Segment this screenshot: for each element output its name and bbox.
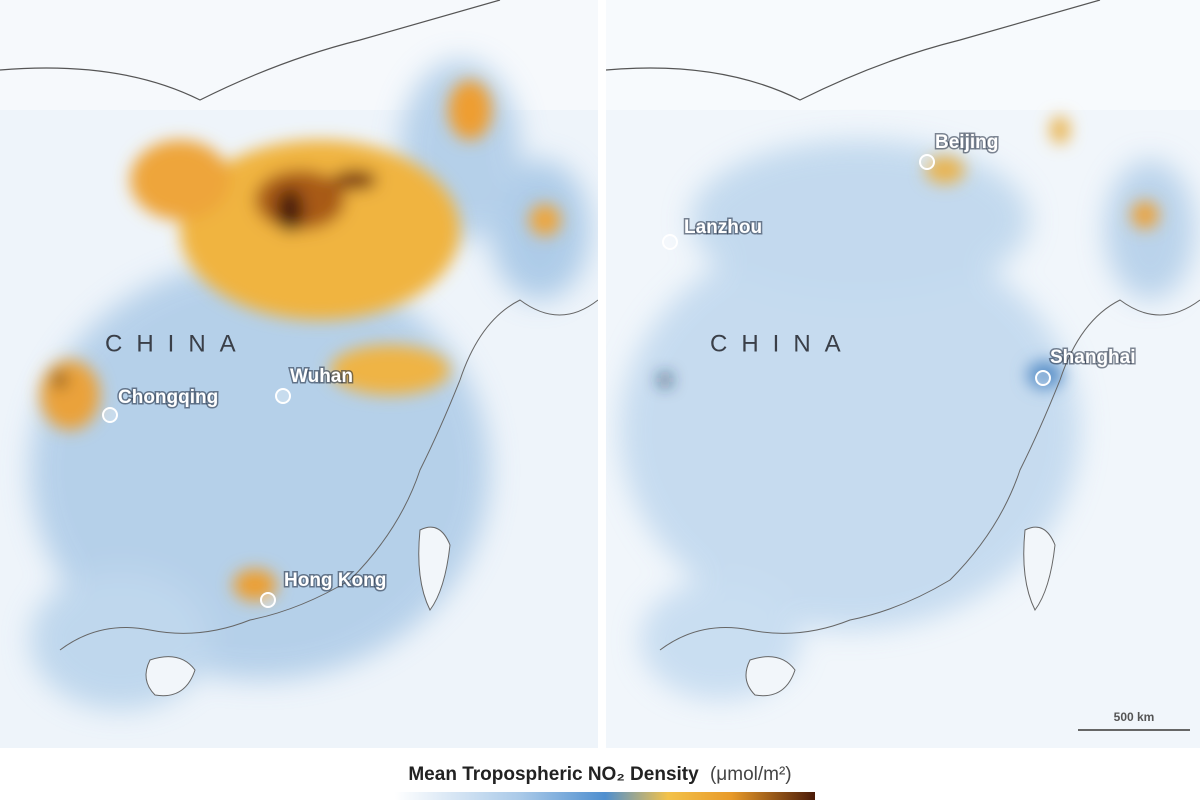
city-label: Beijing: [935, 132, 998, 153]
country-label: CHINA: [710, 330, 855, 357]
city-marker: [1035, 370, 1051, 386]
legend-unit: (μmol/m²): [710, 764, 792, 785]
city-marker: [919, 154, 935, 170]
city-marker: [260, 592, 276, 608]
labels: CHINA Chongqing Wuhan Hong Kong CHINA Beijing…: [102, 131, 1137, 608]
city-label: Shanghai: [1050, 347, 1136, 368]
legend-colorbar: [395, 792, 815, 800]
city-label: Chongqing: [118, 387, 218, 408]
scale-label: 500 km: [1114, 710, 1155, 724]
country-label: CHINA: [105, 330, 250, 357]
city-label: Wuhan: [290, 366, 353, 387]
city-marker: [662, 234, 678, 250]
map-panel-before: [0, 0, 598, 748]
legend-title: Mean Tropospheric NO₂ Density (μmol/m²): [408, 764, 791, 785]
city-marker: [102, 407, 118, 423]
city-marker: [275, 388, 291, 404]
map-panel-after: 500 km: [606, 0, 1200, 748]
legend-title-main: Mean Tropospheric NO₂ Density: [408, 764, 699, 785]
city-label: Hong Kong: [284, 570, 386, 591]
city-label: Lanzhou: [684, 217, 762, 238]
